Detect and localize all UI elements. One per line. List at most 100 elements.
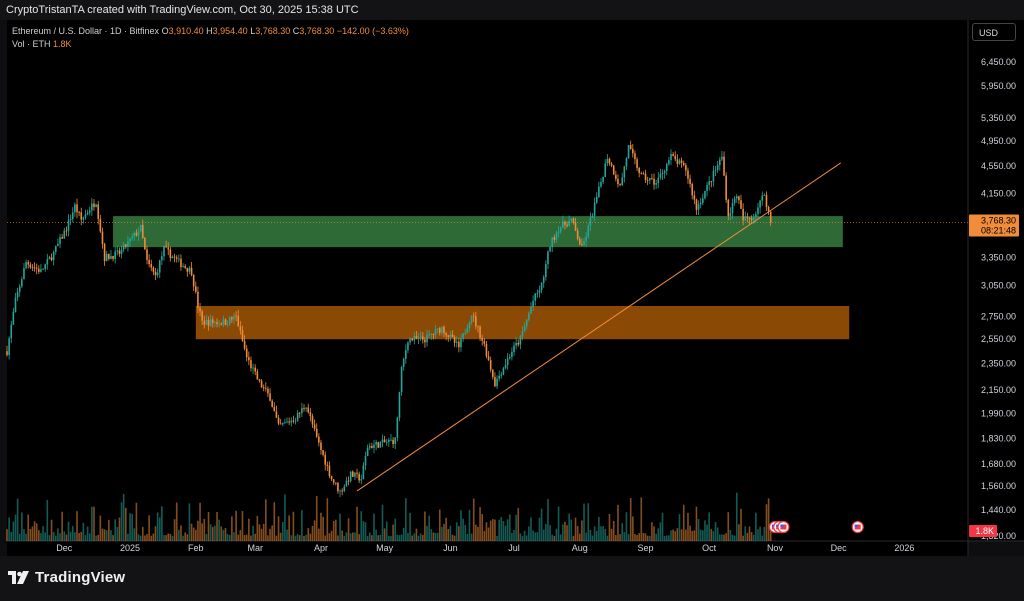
candle-body [84, 214, 87, 218]
volume-bar [432, 532, 435, 541]
candle-body [589, 217, 592, 226]
x-tick-label: Mar [247, 543, 263, 553]
candle-body [523, 325, 526, 332]
candle-body [763, 195, 766, 196]
volume-bar [491, 519, 494, 541]
candle-body [216, 322, 218, 324]
volume-bar [148, 515, 150, 541]
x-tick-label: Oct [702, 543, 717, 553]
volume-bar [721, 534, 723, 541]
volume-bar [415, 528, 418, 541]
candle-body [131, 236, 133, 239]
candle-body [267, 388, 269, 394]
volume-bar [750, 532, 753, 541]
volume-bar [360, 511, 363, 541]
volume-bar [759, 526, 761, 541]
volume-bar [48, 535, 51, 541]
volume-tag-text: 1.8K [975, 526, 994, 536]
price-axis[interactable] [968, 20, 1024, 541]
candle-body [388, 439, 390, 442]
candle-body [301, 408, 303, 413]
volume-bar [385, 521, 388, 541]
plot-area[interactable] [7, 20, 968, 541]
volume-bar [254, 533, 257, 541]
volume-bar [733, 535, 736, 541]
volume-bar [129, 513, 131, 541]
volume-bar [366, 535, 369, 541]
volume-bar [116, 527, 119, 541]
volume-bar [243, 535, 246, 541]
time-axis[interactable] [7, 541, 968, 556]
candle-body [502, 368, 505, 375]
volume-bar [320, 512, 322, 541]
tradingview-logo[interactable]: TradingView [8, 569, 125, 586]
event-flag-icon[interactable] [777, 520, 790, 534]
overlays [7, 162, 968, 492]
volume-bar [627, 534, 630, 541]
currency-button[interactable]: USD [972, 23, 1016, 41]
volume-bar [638, 533, 640, 541]
candle-body [284, 422, 286, 424]
candle-body [687, 170, 689, 179]
volume-bar [549, 525, 551, 541]
volume-bar [547, 498, 549, 541]
candle-body [158, 260, 161, 273]
volume-bar [682, 504, 685, 541]
volume-bar [421, 534, 424, 541]
event-flag-icon[interactable] [851, 520, 864, 534]
volume-bar [502, 521, 505, 541]
candle-body [59, 237, 61, 244]
candle-body [691, 183, 694, 196]
volume-bar [377, 535, 380, 541]
candle-body [462, 333, 464, 339]
volume-bar [137, 534, 140, 541]
candle-body [593, 202, 596, 216]
volume-bar [428, 515, 430, 541]
candle-body [685, 165, 687, 171]
volume-bar [110, 530, 112, 541]
candle-body [318, 436, 320, 443]
candle-body [394, 437, 397, 444]
volume-bar [332, 520, 335, 541]
event-markers[interactable] [768, 520, 864, 534]
candle-body [52, 251, 55, 261]
volume-bar [233, 532, 235, 541]
candle-body [464, 333, 467, 334]
volume-bar [752, 534, 755, 541]
volume-bar [203, 518, 206, 541]
volume-bar [498, 519, 500, 541]
candle-body [400, 367, 403, 393]
volume-bar [80, 531, 83, 541]
candle-body [453, 337, 456, 343]
trendline[interactable] [356, 162, 841, 492]
volume-bar [479, 507, 481, 541]
candle-body [409, 338, 411, 343]
volume-bar [729, 529, 732, 541]
volume-bar [91, 506, 93, 541]
candle-body [339, 490, 341, 492]
candle-body [271, 400, 273, 407]
volume-bar [139, 535, 142, 541]
candle-body [485, 343, 488, 357]
candle-body [655, 183, 657, 185]
volume-label: Vol · ETH [12, 39, 51, 49]
volume-bar [466, 533, 469, 541]
volume-bar [171, 535, 174, 541]
candle-body [475, 316, 477, 327]
candle-body [767, 207, 770, 212]
y-tick-label: 3,350.00 [981, 253, 1016, 263]
candle-body [335, 482, 337, 484]
volume-bar [417, 535, 420, 541]
volume-bar [186, 534, 189, 541]
candle-body [192, 275, 195, 287]
green-zone[interactable] [113, 216, 843, 248]
candle-body [508, 357, 511, 359]
volume-bar [262, 523, 265, 541]
volume-bar [612, 520, 615, 541]
candle-body [135, 232, 138, 236]
candle-body [35, 267, 38, 269]
candle-body [549, 246, 551, 252]
volume-bar [477, 526, 479, 541]
volume-bar [235, 510, 237, 541]
